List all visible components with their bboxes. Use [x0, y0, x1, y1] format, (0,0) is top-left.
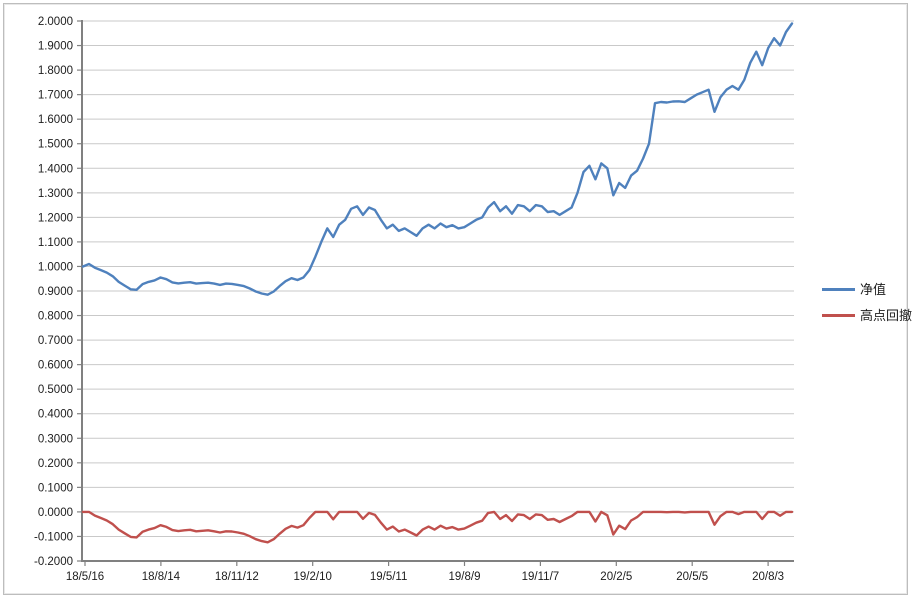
y-axis-label: 0.6000 [38, 360, 73, 372]
y-axis-label: 0.9000 [38, 286, 73, 298]
x-axis-label: 19/2/10 [294, 571, 332, 583]
y-axis-label: 1.1000 [38, 237, 73, 249]
y-axis-label: 1.7000 [38, 90, 73, 102]
x-axis-label: 19/11/7 [522, 571, 560, 583]
y-axis-label: 1.8000 [38, 65, 73, 77]
y-axis-label: 1.4000 [38, 163, 73, 175]
line-chart-plot-area: 2.0000 1.9000 1.8000 1.7000 1.6000 1.5000 1.40… [34, 16, 794, 583]
y-axis-label: 1.9000 [38, 41, 73, 53]
y-axis-label: 0.1000 [38, 482, 73, 494]
x-axis-label: 20/8/3 [752, 571, 784, 583]
legend-line-swatch-net-value [822, 288, 855, 291]
y-axis-label: 0.5000 [38, 384, 73, 396]
x-axis-label: 20/5/5 [676, 571, 708, 583]
chart-frame: 2.0000 1.9000 1.8000 1.7000 1.6000 1.5000 1.40… [3, 3, 912, 595]
x-axis-label: 18/8/14 [142, 571, 181, 583]
x-axis-label: 19/8/9 [449, 571, 481, 583]
y-axis-label: 0.4000 [38, 409, 73, 421]
y-axis-label: 1.3000 [38, 188, 73, 200]
y-axis-label: 2.0000 [38, 16, 73, 28]
x-axis-label: 19/5/11 [370, 571, 408, 583]
y-axis-label: 1.6000 [38, 114, 73, 126]
y-axis-label: -0.2000 [34, 556, 73, 568]
y-axis-label: -0.1000 [34, 531, 73, 543]
chart-legend: 净值 高点回撤 [822, 281, 912, 324]
x-axis-label: 18/11/12 [215, 571, 259, 583]
y-axis-label: 1.0000 [38, 261, 73, 273]
y-axis-label: 0.2000 [38, 458, 73, 470]
x-axis-label: 20/2/5 [600, 571, 632, 583]
legend-line-swatch-drawdown [822, 314, 855, 317]
y-axis-label: 0.8000 [38, 311, 73, 323]
drawdown-line [81, 510, 794, 544]
y-axis-label: 0.7000 [38, 335, 73, 347]
legend-item-drawdown: 高点回撤 [822, 307, 912, 324]
y-axis-label: 0.0000 [38, 507, 73, 519]
net-value-line [81, 22, 794, 296]
legend-label-net-value: 净值 [860, 282, 887, 297]
y-axis-label: 1.2000 [38, 212, 73, 224]
legend-label-drawdown: 高点回撤 [860, 308, 913, 323]
y-axis-label: 0.3000 [38, 433, 73, 445]
x-axis-label: 18/5/16 [66, 571, 104, 583]
legend-item-net-value: 净值 [822, 281, 912, 298]
y-axis-label: 1.5000 [38, 139, 73, 151]
